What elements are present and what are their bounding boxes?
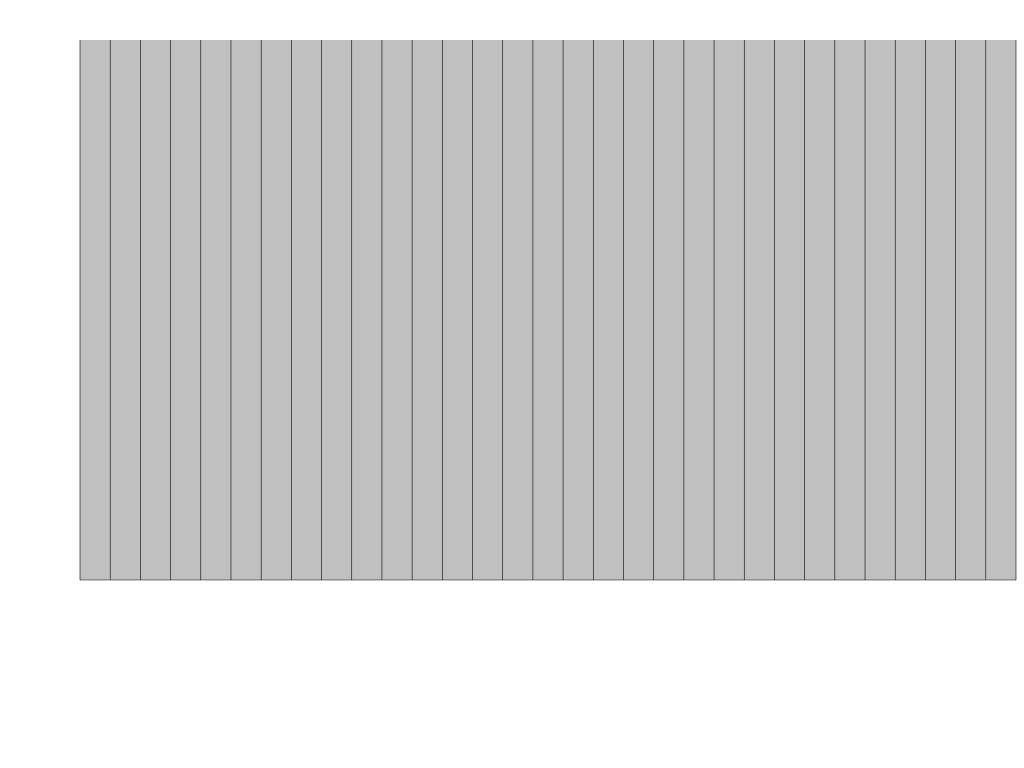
plot-area [80,40,1016,580]
chart-container: { "title": { "prefix": "Tiefstwerte (", … [0,0,1024,768]
chart-svg [0,0,1024,768]
